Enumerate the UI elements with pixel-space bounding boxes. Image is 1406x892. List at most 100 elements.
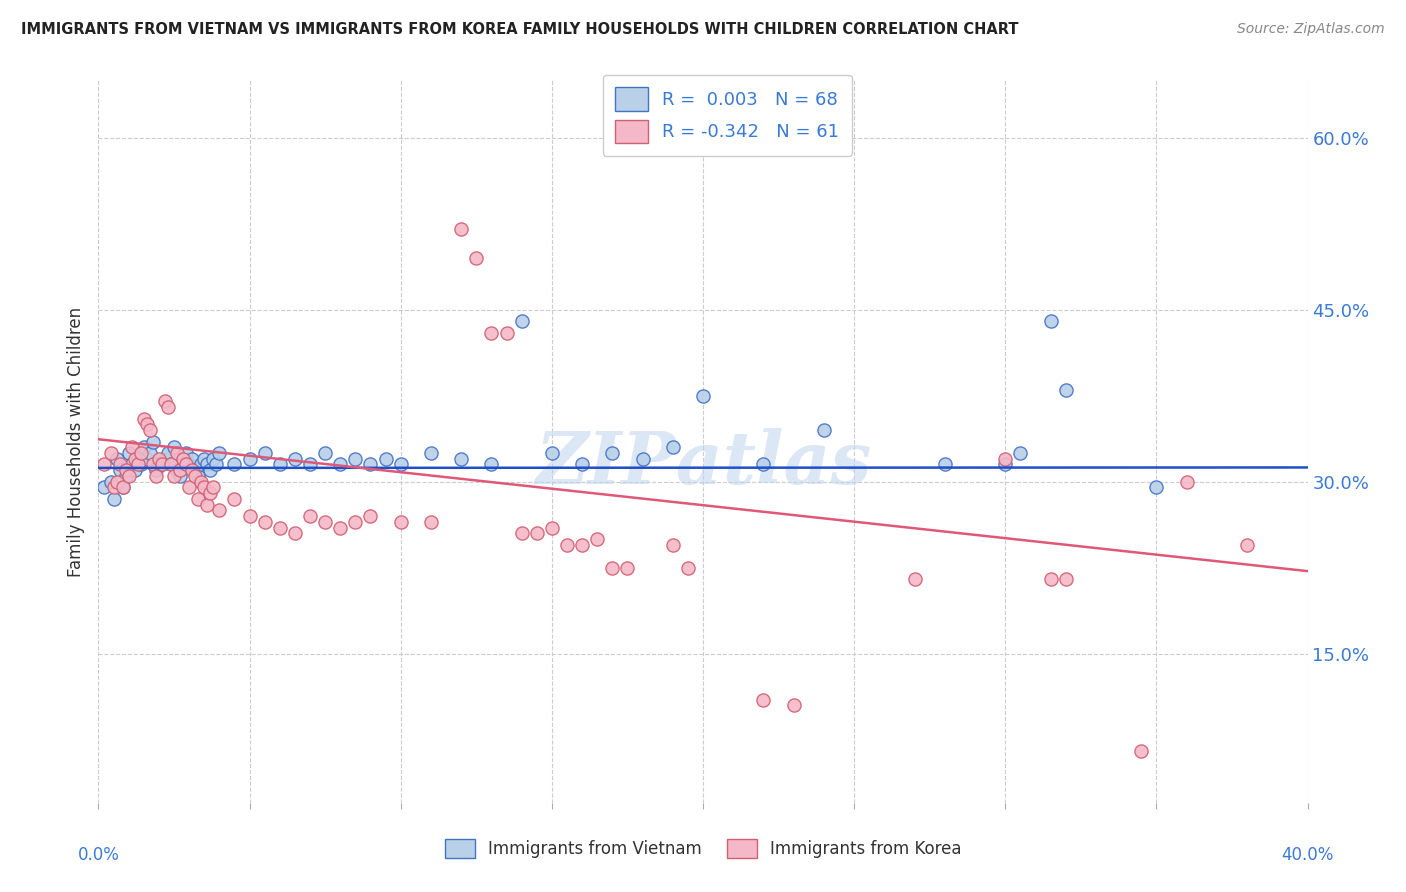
Point <box>184 469 207 483</box>
Text: 40.0%: 40.0% <box>1281 847 1334 864</box>
Point <box>510 314 533 328</box>
Point <box>148 451 170 466</box>
Point <box>269 458 291 472</box>
Point <box>465 251 488 265</box>
Point <box>360 458 382 472</box>
Point <box>184 463 207 477</box>
Point <box>172 451 194 466</box>
Point <box>174 458 197 472</box>
Point <box>160 458 183 472</box>
Point <box>193 451 215 466</box>
Point <box>420 515 443 529</box>
Point <box>239 451 262 466</box>
Point <box>93 458 115 472</box>
Point <box>111 480 134 494</box>
Point <box>174 446 197 460</box>
Point <box>181 451 204 466</box>
Point <box>495 326 517 340</box>
Point <box>661 538 683 552</box>
Point <box>114 463 136 477</box>
Point <box>329 520 352 534</box>
Point <box>121 458 143 472</box>
Point <box>148 458 170 472</box>
Point <box>139 446 162 460</box>
Point <box>1175 475 1198 489</box>
Point <box>111 480 134 494</box>
Point <box>150 458 173 472</box>
Point <box>169 469 191 483</box>
Text: IMMIGRANTS FROM VIETNAM VS IMMIGRANTS FROM KOREA FAMILY HOUSEHOLDS WITH CHILDREN: IMMIGRANTS FROM VIETNAM VS IMMIGRANTS FR… <box>21 22 1018 37</box>
Point <box>450 451 472 466</box>
Point <box>200 486 222 500</box>
Point <box>135 451 157 466</box>
Point <box>150 458 173 472</box>
Point <box>1054 572 1077 586</box>
Point <box>108 458 131 472</box>
Point <box>132 440 155 454</box>
Point <box>571 538 593 552</box>
Point <box>129 458 152 472</box>
Point <box>510 526 533 541</box>
Point <box>100 446 122 460</box>
Point <box>160 458 183 472</box>
Point <box>994 451 1017 466</box>
Text: 0.0%: 0.0% <box>77 847 120 864</box>
Point <box>153 451 176 466</box>
Point <box>153 394 176 409</box>
Point <box>450 222 472 236</box>
Point <box>284 451 307 466</box>
Point <box>202 451 225 466</box>
Point <box>142 434 165 449</box>
Point <box>540 446 562 460</box>
Point <box>103 491 125 506</box>
Point <box>1039 314 1062 328</box>
Point <box>156 400 179 414</box>
Point <box>224 458 246 472</box>
Point <box>1054 383 1077 397</box>
Point <box>118 446 141 460</box>
Point <box>616 560 638 574</box>
Point <box>586 532 609 546</box>
Text: Source: ZipAtlas.com: Source: ZipAtlas.com <box>1237 22 1385 37</box>
Point <box>179 458 201 472</box>
Point <box>481 458 503 472</box>
Point <box>114 469 136 483</box>
Point <box>1144 480 1167 494</box>
Point <box>200 463 222 477</box>
Point <box>166 463 188 477</box>
Point <box>179 480 201 494</box>
Point <box>163 469 186 483</box>
Point <box>540 520 562 534</box>
Point <box>344 515 367 529</box>
Point <box>299 458 322 472</box>
Point <box>103 480 125 494</box>
Point <box>139 423 162 437</box>
Point <box>904 572 927 586</box>
Point <box>156 446 179 460</box>
Point <box>299 509 322 524</box>
Point <box>145 463 167 477</box>
Point <box>481 326 503 340</box>
Y-axis label: Family Households with Children: Family Households with Children <box>66 307 84 576</box>
Point <box>1130 744 1153 758</box>
Point <box>108 463 131 477</box>
Point <box>124 463 146 477</box>
Point <box>202 480 225 494</box>
Point <box>752 692 775 706</box>
Point <box>1236 538 1258 552</box>
Point <box>187 491 209 506</box>
Point <box>692 389 714 403</box>
Point <box>571 458 593 472</box>
Point <box>118 469 141 483</box>
Point <box>166 446 188 460</box>
Point <box>934 458 956 472</box>
Point <box>314 446 336 460</box>
Point <box>1039 572 1062 586</box>
Point <box>121 440 143 454</box>
Point <box>284 526 307 541</box>
Point <box>752 458 775 472</box>
Point <box>526 526 548 541</box>
Point <box>676 560 699 574</box>
Point <box>127 451 149 466</box>
Point <box>555 538 578 552</box>
